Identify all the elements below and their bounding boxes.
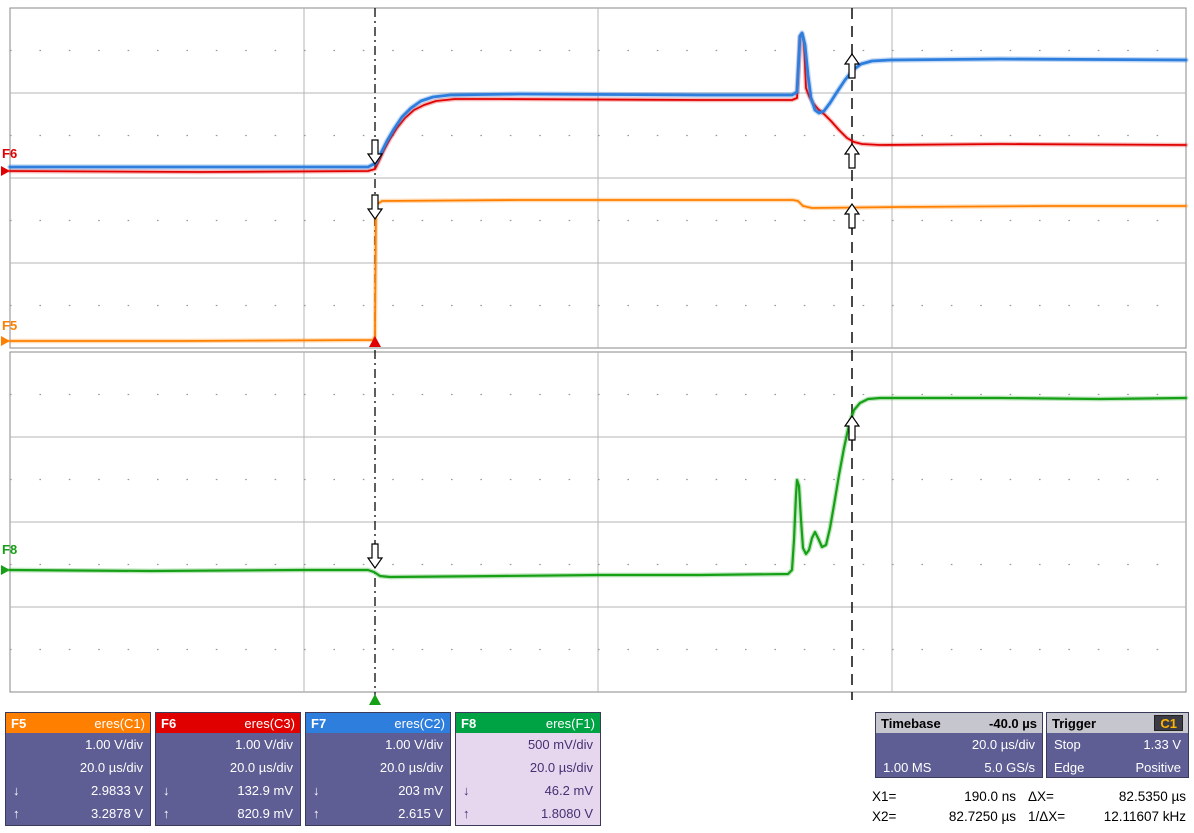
channel-header: F7 eres(C2) bbox=[306, 713, 450, 733]
trigger-header: Trigger C1 bbox=[1047, 713, 1188, 733]
channel-body: 1.00 V/div 20.0 µs/div ↓ 132.9 mV ↑ 820.9 … bbox=[156, 733, 300, 825]
channel-max-value: 820.9 mV bbox=[237, 806, 293, 821]
timebase-tdiv: 20.0 µs/div bbox=[971, 737, 1035, 752]
channel-vdiv: 1.00 V/div bbox=[235, 737, 293, 752]
x2-value: 82.7250 µs bbox=[948, 808, 1016, 824]
channel-box-f5[interactable]: F5 eres(C1) 1.00 V/div 20.0 µs/div ↓ 2.98… bbox=[5, 712, 151, 826]
trace-level-marker-icon bbox=[1, 166, 10, 176]
channel-body: 1.00 V/div 20.0 µs/div ↓ 2.9833 V ↑ 3.2878… bbox=[6, 733, 150, 825]
channel-tdiv: 20.0 µs/div bbox=[529, 760, 593, 775]
cursor-readout-row-2: X2= 82.7250 µs 1/ΔX= 12.11607 kHz bbox=[872, 806, 1190, 826]
trigger-box[interactable]: Trigger C1 Stop 1.33 V Edge Positive bbox=[1046, 712, 1189, 778]
max-arrow-icon: ↑ bbox=[163, 806, 170, 821]
channel-min-value: 2.9833 V bbox=[90, 783, 143, 798]
channel-vdiv: 1.00 V/div bbox=[85, 737, 143, 752]
trigger-position-marker-icon bbox=[369, 694, 381, 705]
trigger-title: Trigger bbox=[1052, 715, 1097, 731]
trigger-type: Edge bbox=[1054, 760, 1085, 775]
channel-header: F5 eres(C1) bbox=[6, 713, 150, 733]
channel-source: eres(F1) bbox=[545, 715, 595, 731]
invdx-value: 12.11607 kHz bbox=[1103, 808, 1186, 824]
timebase-offset: -40.0 µs bbox=[989, 715, 1037, 731]
trigger-source-badge: C1 bbox=[1154, 715, 1183, 731]
channel-min-value: 132.9 mV bbox=[237, 783, 293, 798]
invdx-label: 1/ΔX= bbox=[1028, 808, 1066, 824]
waveform-display[interactable]: F6 F5 F8 bbox=[0, 0, 1194, 710]
scope-grid-svg: F6 F5 F8 bbox=[1, 7, 1189, 705]
channel-max-value: 2.615 V bbox=[398, 806, 443, 821]
channel-header: F6 eres(C3) bbox=[156, 713, 300, 733]
trigger-mode: Stop bbox=[1054, 737, 1081, 752]
channel-source: eres(C2) bbox=[394, 715, 445, 731]
cursor-up-arrow-icon bbox=[843, 142, 861, 169]
trace-label-f5: F5 bbox=[2, 318, 17, 333]
cursor-readout-row-1: X1= 190.0 ns ΔX= 82.5350 µs bbox=[872, 786, 1190, 806]
cursor-readout: X1= 190.0 ns ΔX= 82.5350 µs X2= 82.7250 … bbox=[872, 786, 1190, 826]
trace-label-f8: F8 bbox=[2, 542, 17, 557]
dx-value: 82.5350 µs bbox=[1118, 788, 1186, 804]
timebase-record-length: 1.00 MS bbox=[883, 760, 932, 775]
min-arrow-icon: ↓ bbox=[163, 783, 170, 798]
channel-tdiv: 20.0 µs/div bbox=[379, 760, 443, 775]
min-arrow-icon: ↓ bbox=[463, 783, 470, 798]
channel-vdiv: 1.00 V/div bbox=[385, 737, 443, 752]
channel-body: 500 mV/div 20.0 µs/div ↓ 46.2 mV ↑ 1.8080 … bbox=[456, 733, 600, 825]
cursor-down-arrow-icon bbox=[366, 543, 384, 570]
min-arrow-icon: ↓ bbox=[13, 783, 20, 798]
channel-id: F7 bbox=[311, 715, 327, 731]
trace-f8 bbox=[8, 396, 1188, 579]
max-arrow-icon: ↑ bbox=[463, 806, 470, 821]
channel-source: eres(C3) bbox=[244, 715, 295, 731]
cursor-up-arrow-icon bbox=[843, 202, 861, 229]
timebase-title: Timebase bbox=[881, 715, 941, 731]
channel-min-value: 203 mV bbox=[398, 783, 443, 798]
trace-level-marker-icon bbox=[1, 565, 10, 575]
trigger-position-marker-icon bbox=[369, 336, 381, 347]
timebase-header: Timebase -40.0 µs bbox=[876, 713, 1042, 733]
channel-body: 1.00 V/div 20.0 µs/div ↓ 203 mV ↑ 2.615 V bbox=[306, 733, 450, 825]
cursor-down-arrow-icon bbox=[366, 194, 384, 221]
trace-level-marker-icon bbox=[1, 336, 10, 346]
channel-header: F8 eres(F1) bbox=[456, 713, 600, 733]
channel-tdiv: 20.0 µs/div bbox=[79, 760, 143, 775]
channel-max-value: 3.2878 V bbox=[90, 806, 143, 821]
trigger-slope: Positive bbox=[1135, 760, 1181, 775]
x1-value: 190.0 ns bbox=[964, 788, 1016, 804]
max-arrow-icon: ↑ bbox=[313, 806, 320, 821]
cursor-up-arrow-icon bbox=[843, 52, 861, 79]
channel-box-f7[interactable]: F7 eres(C2) 1.00 V/div 20.0 µs/div ↓ 203 … bbox=[305, 712, 451, 826]
max-arrow-icon: ↑ bbox=[13, 806, 20, 821]
channel-id: F8 bbox=[461, 715, 477, 731]
channel-min-value: 46.2 mV bbox=[544, 783, 593, 798]
channel-id: F5 bbox=[11, 715, 27, 731]
channel-tdiv: 20.0 µs/div bbox=[229, 760, 293, 775]
trigger-level: 1.33 V bbox=[1143, 737, 1181, 752]
dx-label: ΔX= bbox=[1028, 788, 1054, 804]
min-arrow-icon: ↓ bbox=[313, 783, 320, 798]
timebase-sample-rate: 5.0 GS/s bbox=[984, 760, 1035, 775]
channel-vdiv: 500 mV/div bbox=[527, 737, 593, 752]
cursor-up-arrow-icon bbox=[843, 414, 861, 441]
timebase-box[interactable]: Timebase -40.0 µs 20.0 µs/div 1.00 MS 5.… bbox=[875, 712, 1043, 778]
channel-source: eres(C1) bbox=[94, 715, 145, 731]
channel-box-f6[interactable]: F6 eres(C3) 1.00 V/div 20.0 µs/div ↓ 132.… bbox=[155, 712, 301, 826]
channel-max-value: 1.8080 V bbox=[540, 806, 593, 821]
x1-label: X1= bbox=[872, 788, 897, 804]
channel-box-f8[interactable]: F8 eres(F1) 500 mV/div 20.0 µs/div ↓ 46.2… bbox=[455, 712, 601, 826]
x2-label: X2= bbox=[872, 808, 897, 824]
trace-label-f6: F6 bbox=[2, 146, 17, 161]
cursor-down-arrow-icon bbox=[366, 139, 384, 166]
status-panel: F5 eres(C1) 1.00 V/div 20.0 µs/div ↓ 2.98… bbox=[0, 710, 1194, 833]
channel-id: F6 bbox=[161, 715, 177, 731]
